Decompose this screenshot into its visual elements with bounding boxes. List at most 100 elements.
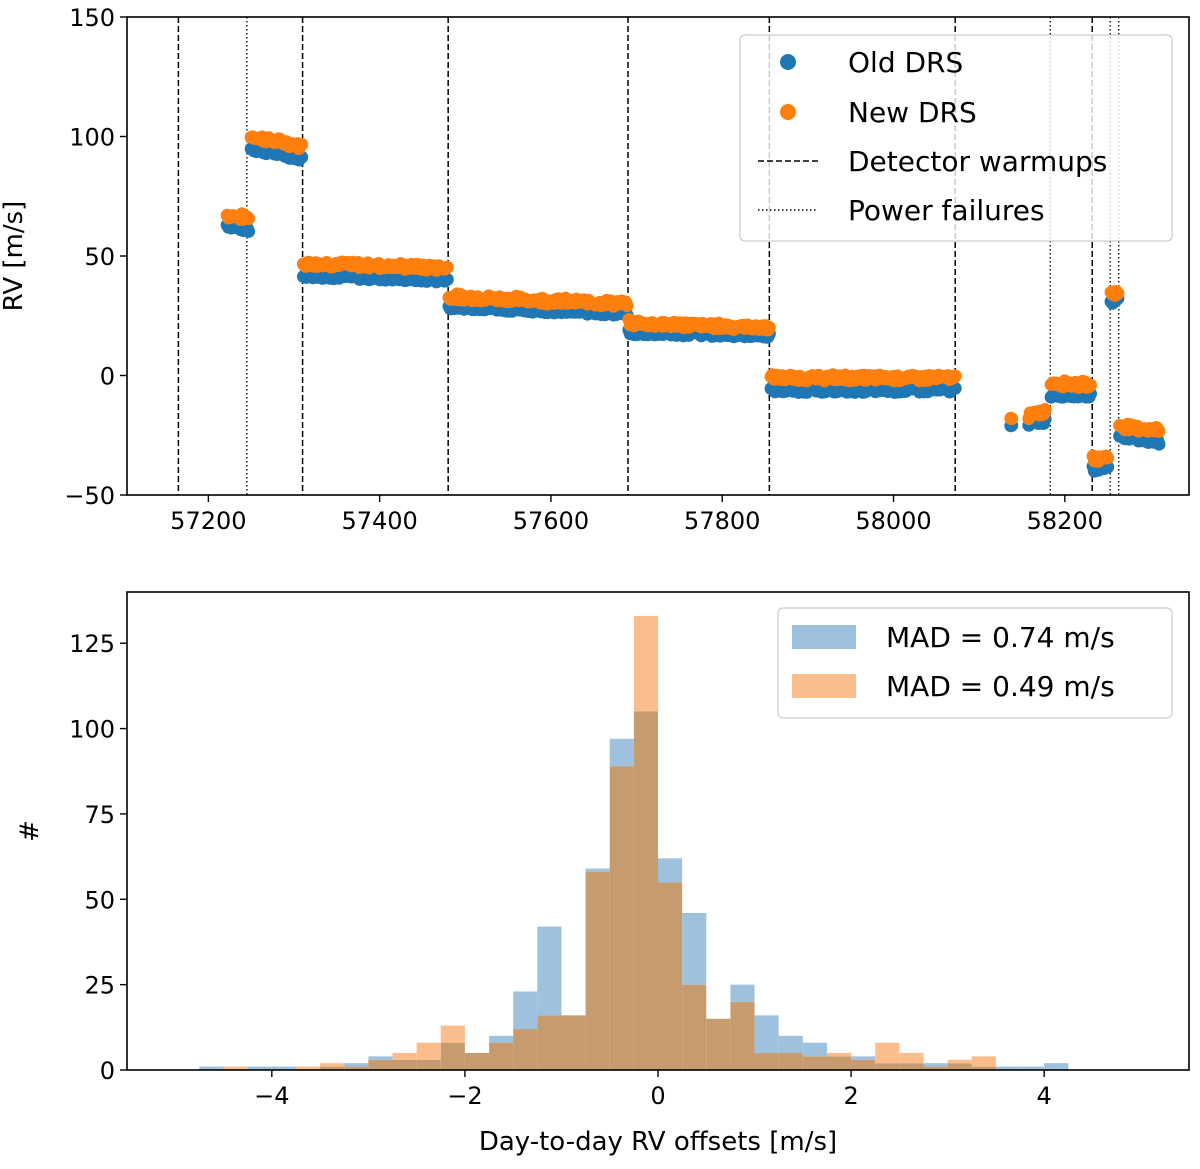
- histogram-bar-overlap: [585, 871, 610, 1070]
- histogram-plot-area: [199, 615, 1069, 1070]
- new-drs-point: [762, 320, 776, 334]
- new-drs-point: [1038, 403, 1052, 417]
- histogram-bar-new: [947, 1059, 972, 1064]
- histogram-xtick-label: −2: [447, 1082, 482, 1110]
- histogram-bar-old: [682, 912, 707, 985]
- histogram-bar-overlap: [730, 1001, 755, 1070]
- new-drs-point: [620, 299, 634, 313]
- histogram-legend-box: [777, 607, 1173, 719]
- histogram-bar-overlap: [754, 1052, 779, 1070]
- histogram-bar-overlap: [416, 1059, 441, 1070]
- histogram-bar-old: [754, 1015, 779, 1053]
- histogram-bar-old: [537, 926, 562, 1016]
- histogram-bar-old: [585, 868, 610, 872]
- histogram-xlabel: Day-to-day RV offsets [m/s]: [479, 1127, 837, 1157]
- histogram-bar-overlap: [826, 1056, 852, 1070]
- histogram-bar-new: [295, 1066, 321, 1070]
- rv-legend-box: [739, 34, 1173, 242]
- legend-swatch-old: [792, 625, 856, 649]
- histogram-ytick-label: 100: [69, 716, 115, 744]
- rv-xtick-label: 57600: [513, 507, 589, 535]
- legend-label-warmups: Detector warmups: [848, 145, 1107, 178]
- rv-xtick-label: 57400: [341, 507, 417, 535]
- histogram-bar-overlap: [706, 1018, 731, 1070]
- histogram-bar-overlap: [851, 1059, 876, 1070]
- histogram-ytick-label: 50: [84, 886, 115, 914]
- histogram-legend: MAD = 0.74 m/s MAD = 0.49 m/s: [777, 607, 1173, 719]
- rv-xtick-label: 57200: [170, 507, 246, 535]
- histogram-bar-old: [995, 1066, 1021, 1070]
- histogram-ytick-label: 0: [100, 1057, 115, 1085]
- rv-ytick-label: 100: [69, 124, 115, 152]
- rv-ylabel: RV [m/s]: [0, 201, 29, 312]
- rv-ticks: 57200 57400 57600 57800 58000 58200 −50 0 50 100 1…: [64, 4, 1103, 535]
- histogram-bars: [199, 615, 1069, 1070]
- rv-xtick-label: 57800: [684, 507, 760, 535]
- histogram-bar-overlap: [609, 766, 634, 1070]
- new-drs-series: [220, 130, 1166, 468]
- histogram-panel: −4 −2 0 2 4 0 25 50 75 100 125 # Day-to-day RV off…: [15, 591, 1190, 1157]
- histogram-bar-old: [513, 991, 538, 1030]
- rv-ytick-label: 0: [100, 363, 115, 391]
- histogram-bar-old: [802, 1042, 827, 1057]
- histogram-bar-new: [971, 1056, 996, 1067]
- histogram-bar-overlap: [802, 1056, 827, 1070]
- new-drs-point: [440, 260, 454, 274]
- histogram-bar-overlap: [344, 1066, 369, 1070]
- new-drs-point: [1101, 451, 1115, 465]
- rv-xtick-label: 58000: [855, 507, 931, 535]
- histogram-bar-overlap: [464, 1052, 490, 1070]
- histogram-bar-old: [247, 1066, 272, 1070]
- legend-label-mad-new: MAD = 0.49 m/s: [886, 670, 1115, 703]
- histogram-bar-overlap: [320, 1066, 345, 1070]
- histogram-xtick-label: 0: [650, 1082, 665, 1110]
- old-drs-point: [440, 272, 454, 286]
- legend-marker-old: [780, 54, 796, 70]
- histogram-bar-overlap: [778, 1052, 803, 1070]
- histogram-bar-overlap: [537, 1015, 562, 1070]
- histogram-bar-overlap: [971, 1066, 996, 1070]
- histogram-bar-overlap: [368, 1059, 393, 1070]
- histogram-bar-overlap: [947, 1063, 972, 1070]
- histogram-ytick-label: 75: [84, 801, 115, 829]
- legend-label-mad-old: MAD = 0.74 m/s: [886, 621, 1115, 654]
- histogram-bar-old: [609, 738, 634, 767]
- new-drs-point: [948, 369, 962, 383]
- histogram-bar-new: [826, 1052, 852, 1057]
- legend-swatch-new: [792, 674, 856, 698]
- histogram-xtick-label: 4: [1037, 1082, 1052, 1110]
- new-drs-point: [1005, 412, 1019, 426]
- rv-legend: Old DRS New DRS Detector warmups Power f…: [739, 34, 1173, 242]
- legend-label-new: New DRS: [848, 96, 977, 129]
- histogram-bar-new: [899, 1052, 924, 1064]
- histogram-ticks: −4 −2 0 2 4 0 25 50 75 100 125: [69, 630, 1052, 1110]
- histogram-bar-overlap: [682, 984, 707, 1070]
- histogram-bar-overlap: [561, 1015, 586, 1070]
- rv-xtick-label: 58200: [1027, 507, 1103, 535]
- histogram-bar-overlap: [899, 1063, 924, 1070]
- histogram-bar-overlap: [658, 882, 683, 1070]
- histogram-bar-new: [320, 1063, 345, 1067]
- old-drs-point: [242, 224, 256, 238]
- histogram-xtick-label: 2: [843, 1082, 858, 1110]
- histogram-bar-new: [633, 615, 658, 712]
- histogram-xtick-label: −4: [254, 1082, 289, 1110]
- histogram-bar-old: [368, 1056, 393, 1060]
- new-drs-point: [1084, 378, 1098, 392]
- rv-ytick-label: 50: [84, 243, 115, 271]
- histogram-bar-old: [199, 1066, 224, 1070]
- new-drs-point: [1111, 286, 1125, 300]
- histogram-bar-overlap: [513, 1029, 538, 1070]
- histogram-bar-overlap: [923, 1066, 948, 1070]
- histogram-bar-old: [1044, 1063, 1069, 1070]
- legend-label-old: Old DRS: [848, 46, 963, 79]
- old-drs-point: [1152, 437, 1166, 451]
- rv-ytick-label: −50: [64, 482, 115, 510]
- histogram-bar-overlap: [875, 1063, 900, 1070]
- new-drs-point: [295, 138, 309, 152]
- histogram-bar-overlap: [633, 711, 658, 1070]
- rv-ytick-label: 150: [69, 4, 115, 32]
- rv-timeseries-panel: 57200 57400 57600 57800 58000 58200 −50 0 50 100 1…: [0, 4, 1190, 535]
- histogram-bar-old: [344, 1063, 369, 1067]
